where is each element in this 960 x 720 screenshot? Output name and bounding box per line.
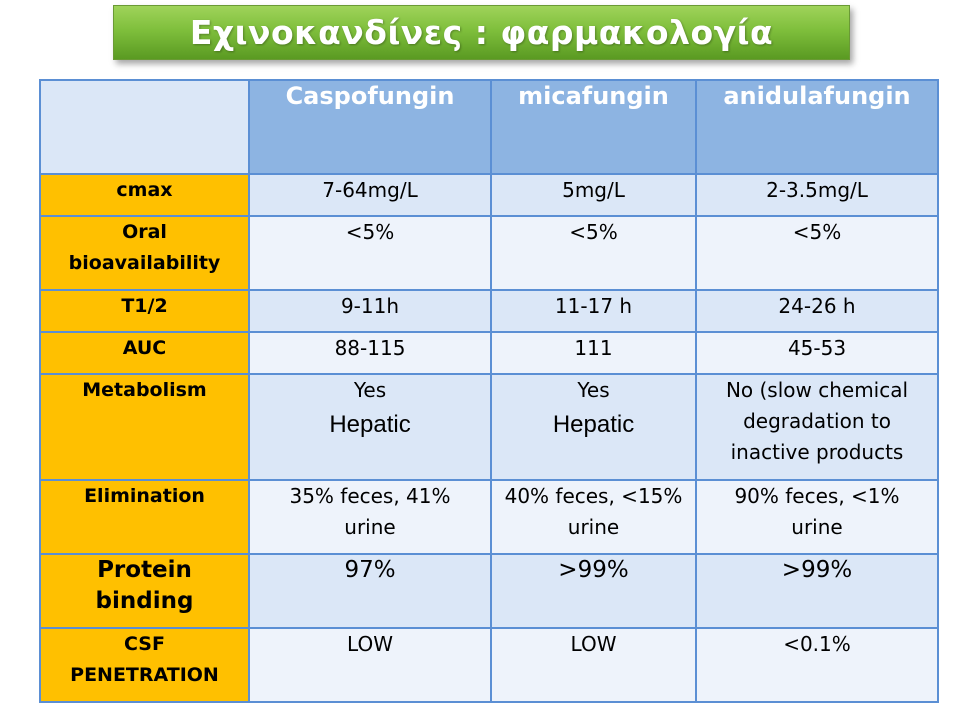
slide-title: Εχινοκανδίνες : φαρμακολογία [189,13,774,52]
row-label-line: Oral [122,221,167,243]
cell-line: 35% feces, 41% [289,484,451,508]
table-row-metabolism: Metabolism Yes Hepatic Yes Hepatic No (s… [39,373,939,481]
table-cell: 111 [490,331,697,375]
cell-line: <5% [569,220,618,244]
table-row-oral-bioavailability: Oral bioavailability <5% <5% <5% [39,215,939,291]
table-row-auc: AUC 88-115 111 45-53 [39,331,939,375]
table-cell: 5mg/L [490,173,697,217]
row-label: Elimination [39,479,250,555]
table-cell: 7-64mg/L [248,173,492,217]
table-cell: >99% [490,553,697,629]
table-cell: 97% [248,553,492,629]
table-cell: 88-115 [248,331,492,375]
cell-line: Yes [577,378,610,402]
cell-line: No (slow chemical [725,378,909,402]
cell-line: 40% feces, <15% [504,484,683,508]
row-label: T1/2 [39,289,250,333]
table-cell: >99% [695,553,939,629]
table-cell: <0.1% [695,627,939,703]
row-label: cmax [39,173,250,217]
table-cell: <5% [490,215,697,291]
table-cell: <5% [248,215,492,291]
table-cell: 11-17 h [490,289,697,333]
row-label-line: binding [95,588,194,614]
cell-line: LOW [347,632,393,656]
cell-line: 9-11h [340,294,400,318]
cell-line: inactive products [730,440,904,464]
table-row-csf-penetration: CSF PENETRATION LOW LOW <0.1% [39,627,939,703]
table-cell: 90% feces, <1% urine [695,479,939,555]
table-row-protein-binding: Protein binding 97% >99% >99% [39,553,939,629]
row-label: CSF PENETRATION [39,627,250,703]
row-label: Protein binding [39,553,250,629]
row-label-line: T1/2 [121,295,168,317]
column-header-micafungin: micafungin [490,79,697,175]
row-label: Oral bioavailability [39,215,250,291]
cell-line: >99% [781,557,853,583]
row-label-line: Metabolism [82,379,207,401]
title-banner: Εχινοκανδίνες : φαρμακολογία [113,5,850,60]
row-label-line: CSF [124,633,165,655]
table-row-half-life: T1/2 9-11h 11-17 h 24-26 h [39,289,939,333]
cell-line: 7-64mg/L [322,178,418,202]
cell-line: <5% [345,220,395,244]
header-row: Caspofungin micafungin anidulafungin [39,79,939,175]
cell-line: 88-115 [334,336,406,360]
cell-line: 90% feces, <1% [734,484,900,508]
cell-line: 5mg/L [562,178,625,202]
table-cell: LOW [248,627,492,703]
table-cell: LOW [490,627,697,703]
pharmacology-table: Caspofungin micafungin anidulafungin cma… [39,79,939,703]
table-cell: 40% feces, <15% urine [490,479,697,555]
corner-cell [39,79,250,175]
cell-line: 45-53 [787,336,847,360]
row-label-line: Elimination [84,485,205,507]
cell-line: degradation to [743,409,891,433]
cell-line: 11-17 h [554,294,633,318]
table-cell: 24-26 h [695,289,939,333]
cell-line: LOW [570,632,617,656]
cell-line: urine [567,515,620,539]
cell-line: 2-3.5mg/L [766,178,868,202]
cell-line: 24-26 h [778,294,856,318]
cell-line: <0.1% [783,632,851,656]
row-label-line: cmax [116,179,173,201]
table-cell: 9-11h [248,289,492,333]
table-cell: Yes Hepatic [248,373,492,481]
cell-line: Hepatic [329,411,411,438]
cell-line: 97% [344,557,396,583]
row-label-line: PENETRATION [70,664,219,686]
table-cell: 35% feces, 41% urine [248,479,492,555]
row-label-line: AUC [122,337,167,359]
table-cell: Yes Hepatic [490,373,697,481]
row-label: Metabolism [39,373,250,481]
row-label-line: Protein [97,557,192,583]
table-row-elimination: Elimination 35% feces, 41% urine 40% fec… [39,479,939,555]
column-header-caspofungin: Caspofungin [248,79,492,175]
table-cell: 45-53 [695,331,939,375]
row-label: AUC [39,331,250,375]
table-row-cmax: cmax 7-64mg/L 5mg/L 2-3.5mg/L [39,173,939,217]
table-cell: No (slow chemical degradation to inactiv… [695,373,939,481]
cell-line: >99% [558,557,629,583]
row-label-line: bioavailability [68,252,221,274]
cell-line: Yes [353,378,387,402]
column-header-anidulafungin: anidulafungin [695,79,939,175]
cell-line: Hepatic [552,411,635,438]
table-cell: <5% [695,215,939,291]
cell-line: <5% [792,220,842,244]
table-cell: 2-3.5mg/L [695,173,939,217]
cell-line: 111 [574,336,613,360]
cell-line: urine [791,515,843,539]
cell-line: urine [344,515,396,539]
